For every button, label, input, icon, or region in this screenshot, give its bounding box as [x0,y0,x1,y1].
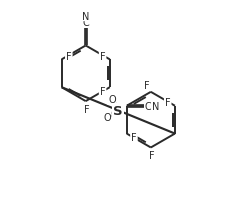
Text: F: F [149,150,154,160]
Text: N: N [152,101,159,111]
Text: F: F [100,87,106,97]
Text: O: O [103,112,111,122]
Text: F: F [144,80,150,90]
Text: F: F [66,51,72,61]
Text: N: N [82,12,89,22]
Text: C: C [145,101,152,111]
Text: F: F [165,97,170,107]
Text: C: C [82,18,89,28]
Text: F: F [100,51,106,61]
Text: O: O [108,95,116,105]
Text: F: F [131,133,137,143]
Text: S: S [113,104,123,117]
Text: F: F [84,104,89,114]
